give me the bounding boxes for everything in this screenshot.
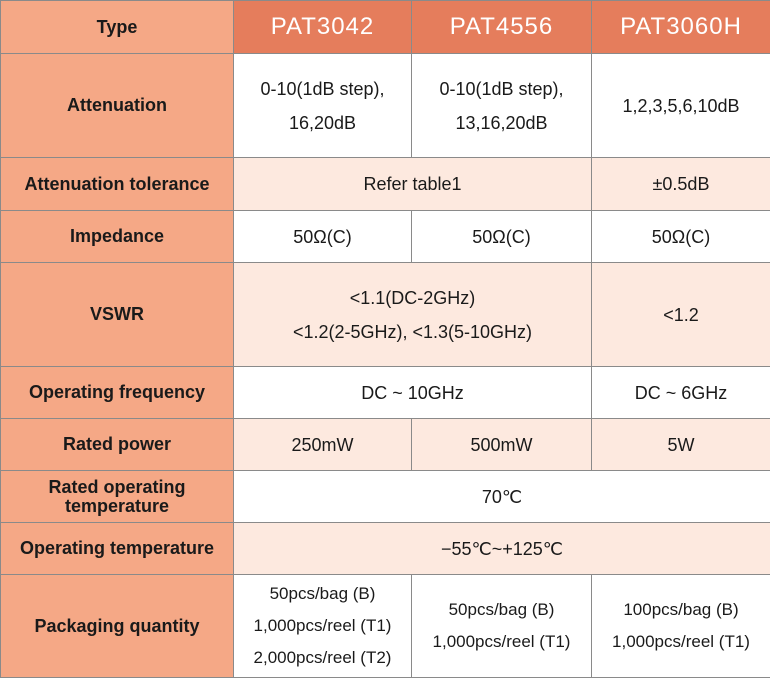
cell-tolerance-pat3042-pat4556: Refer table1 (234, 158, 592, 211)
cell-line: 100pcs/bag (B) (594, 594, 768, 626)
row-vswr: VSWR <1.1(DC-2GHz) <1.2(2-5GHz), <1.3(5-… (1, 263, 770, 367)
row-label-operating-temperature: Operating temperature (1, 523, 234, 575)
row-label-vswr: VSWR (1, 263, 234, 367)
cell-vswr-pat3042-pat4556: <1.1(DC-2GHz) <1.2(2-5GHz), <1.3(5-10GHz… (234, 263, 592, 367)
cell-line: 1,000pcs/reel (T1) (236, 610, 409, 642)
row-packaging-quantity: Packaging quantity 50pcs/bag (B) 1,000pc… (1, 575, 770, 678)
cell-vswr-pat3060h: <1.2 (592, 263, 770, 367)
cell-attenuation-pat3042: 0-10(1dB step), 16,20dB (234, 54, 412, 158)
cell-packaging-pat4556: 50pcs/bag (B) 1,000pcs/reel (T1) (412, 575, 592, 678)
row-label-packaging-quantity: Packaging quantity (1, 575, 234, 678)
label-line: Rated operating (3, 478, 231, 497)
cell-attenuation-pat4556: 0-10(1dB step), 13,16,20dB (412, 54, 592, 158)
type-header: Type (1, 1, 234, 54)
cell-line: 0-10(1dB step), (236, 72, 409, 106)
row-rated-operating-temperature: Rated operating temperature 70℃ (1, 471, 770, 523)
cell-line: 0-10(1dB step), (414, 72, 589, 106)
label-line: temperature (3, 497, 231, 516)
cell-line: <1.2(2-5GHz), <1.3(5-10GHz) (236, 315, 589, 349)
cell-line: 50pcs/bag (B) (236, 578, 409, 610)
row-attenuation-tolerance: Attenuation tolerance Refer table1 ±0.5d… (1, 158, 770, 211)
cell-operating-temperature: −55℃~+125℃ (234, 523, 770, 575)
row-rated-power: Rated power 250mW 500mW 5W (1, 419, 770, 471)
row-label-rated-operating-temperature: Rated operating temperature (1, 471, 234, 523)
cell-impedance-pat3060h: 50Ω(C) (592, 211, 770, 263)
cell-impedance-pat4556: 50Ω(C) (412, 211, 592, 263)
cell-line: 50pcs/bag (B) (414, 594, 589, 626)
cell-packaging-pat3042: 50pcs/bag (B) 1,000pcs/reel (T1) 2,000pc… (234, 575, 412, 678)
cell-power-pat3042: 250mW (234, 419, 412, 471)
cell-line: 2,000pcs/reel (T2) (236, 642, 409, 674)
cell-line: 1,000pcs/reel (T1) (414, 626, 589, 658)
cell-packaging-pat3060h: 100pcs/bag (B) 1,000pcs/reel (T1) (592, 575, 770, 678)
cell-frequency-pat3060h: DC ~ 6GHz (592, 367, 770, 419)
cell-rated-operating-temperature: 70℃ (234, 471, 770, 523)
cell-line: 16,20dB (236, 106, 409, 140)
cell-line: 1,000pcs/reel (T1) (594, 626, 768, 658)
cell-power-pat4556: 500mW (412, 419, 592, 471)
row-impedance: Impedance 50Ω(C) 50Ω(C) 50Ω(C) (1, 211, 770, 263)
row-attenuation: Attenuation 0-10(1dB step), 16,20dB 0-10… (1, 54, 770, 158)
row-label-attenuation: Attenuation (1, 54, 234, 158)
row-label-rated-power: Rated power (1, 419, 234, 471)
cell-line: 13,16,20dB (414, 106, 589, 140)
cell-attenuation-pat3060h: 1,2,3,5,6,10dB (592, 54, 770, 158)
row-label-operating-frequency: Operating frequency (1, 367, 234, 419)
model-header-pat3060h: PAT3060H (592, 1, 770, 54)
cell-power-pat3060h: 5W (592, 419, 770, 471)
row-operating-temperature: Operating temperature −55℃~+125℃ (1, 523, 770, 575)
model-header-pat3042: PAT3042 (234, 1, 412, 54)
cell-tolerance-pat3060h: ±0.5dB (592, 158, 770, 211)
cell-frequency-pat3042-pat4556: DC ~ 10GHz (234, 367, 592, 419)
cell-line: <1.1(DC-2GHz) (236, 281, 589, 315)
row-operating-frequency: Operating frequency DC ~ 10GHz DC ~ 6GHz (1, 367, 770, 419)
header-row: Type PAT3042 PAT4556 PAT3060H (1, 1, 770, 54)
model-header-pat4556: PAT4556 (412, 1, 592, 54)
row-label-impedance: Impedance (1, 211, 234, 263)
row-label-attenuation-tolerance: Attenuation tolerance (1, 158, 234, 211)
cell-impedance-pat3042: 50Ω(C) (234, 211, 412, 263)
